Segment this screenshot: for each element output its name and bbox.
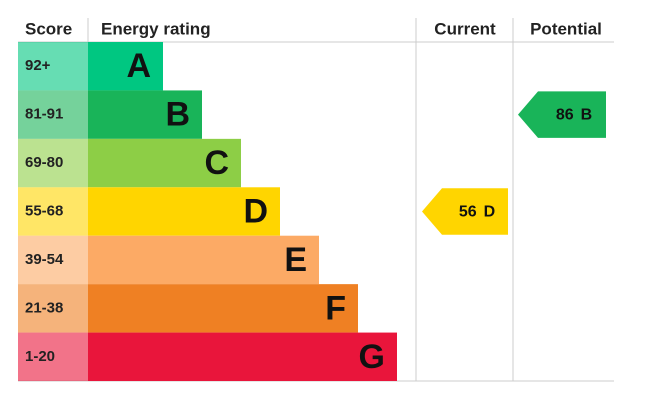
score-cell [18, 332, 88, 381]
header-score: Score [25, 19, 72, 38]
header-potential: Potential [530, 19, 602, 38]
rating-value: 56 [459, 204, 477, 221]
score-cell [18, 42, 88, 91]
score-range: 39-54 [25, 251, 64, 268]
score-cell [18, 187, 88, 236]
band-letter: E [284, 241, 307, 279]
rating-arrow [422, 188, 508, 235]
rating-bar [88, 332, 397, 381]
score-range: 55-68 [25, 202, 63, 219]
score-range: 92+ [25, 57, 51, 74]
rating-label: 86 B [556, 107, 592, 124]
rating-bar [88, 90, 202, 139]
score-range: 81-91 [25, 106, 63, 123]
band-letter: F [325, 289, 346, 327]
band-letter: A [126, 47, 151, 85]
rating-band: B [581, 107, 593, 124]
header-rating: Energy rating [101, 19, 211, 38]
band-letter: D [243, 192, 268, 230]
rating-bar [88, 187, 280, 236]
score-range: 21-38 [25, 299, 63, 316]
rating-arrow [518, 91, 606, 138]
score-range: 1-20 [25, 348, 55, 365]
band-letter: C [204, 144, 229, 182]
band-letter: G [359, 338, 385, 376]
rating-bar [88, 42, 163, 91]
score-cell [18, 284, 88, 333]
score-cell [18, 235, 88, 285]
band-letter: B [165, 96, 190, 134]
rating-bar [88, 138, 241, 188]
rating-value: 86 [556, 107, 574, 124]
rating-bar [88, 235, 319, 285]
rating-label: 56 D [459, 204, 495, 221]
score-cell [18, 90, 88, 139]
rating-band: D [484, 204, 496, 221]
rating-bar [88, 284, 358, 333]
score-range: 69-80 [25, 154, 63, 171]
score-cell [18, 138, 88, 188]
header-current: Current [434, 19, 496, 38]
